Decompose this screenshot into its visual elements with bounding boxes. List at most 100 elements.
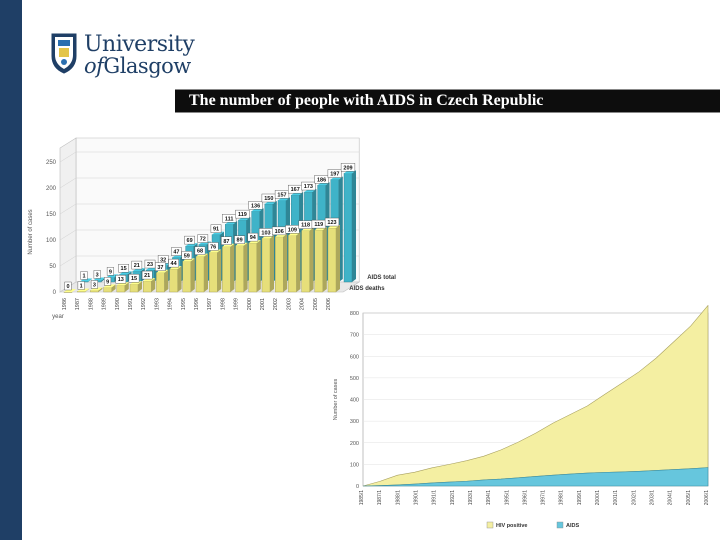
data-label-aids-deaths-box bbox=[247, 232, 259, 242]
data-label-aids-total-box bbox=[274, 190, 290, 199]
data-label-aids-deaths: 3 bbox=[93, 282, 96, 288]
bar-aids-deaths-side bbox=[98, 287, 103, 292]
data-label-aids-total-box bbox=[118, 263, 129, 273]
x-tick-label: 1987 bbox=[75, 298, 81, 310]
data-label-aids-total-box bbox=[340, 163, 356, 172]
x-tick-label: 2004/1 bbox=[668, 490, 674, 506]
y-tick-label: 0 bbox=[356, 484, 359, 490]
bar-aids-total-side bbox=[88, 278, 92, 282]
data-label-aids-deaths: 44 bbox=[171, 261, 178, 267]
legend-swatch-hiv bbox=[486, 521, 494, 529]
bar-aids-deaths bbox=[208, 252, 218, 293]
data-label-aids-deaths-box bbox=[155, 262, 166, 271]
data-label-aids-deaths: 106 bbox=[275, 229, 284, 235]
data-label-aids-deaths: 9 bbox=[106, 279, 109, 285]
data-label-aids-deaths: 37 bbox=[157, 265, 163, 271]
data-label-aids-total-box bbox=[144, 259, 156, 269]
bar-aids-deaths bbox=[248, 242, 258, 293]
data-label-aids-deaths: 13 bbox=[118, 277, 124, 283]
bar-aids-deaths-side bbox=[230, 243, 235, 292]
data-label-aids-deaths: 68 bbox=[197, 249, 203, 255]
x-tick-label: 1999 bbox=[234, 298, 240, 310]
data-label-aids-deaths-box bbox=[181, 251, 193, 260]
data-label-aids-total: 167 bbox=[291, 187, 300, 193]
x-tick-label: 1997/1 bbox=[541, 490, 547, 506]
x-tick-label: 1988 bbox=[88, 298, 94, 310]
x-tick-label: 2003/1 bbox=[650, 490, 656, 506]
data-label-aids-deaths: 1 bbox=[80, 283, 83, 289]
bar-aids-deaths bbox=[327, 227, 337, 293]
data-label-aids-total: 47 bbox=[173, 250, 179, 256]
y-tick-label: 400 bbox=[350, 398, 359, 404]
data-label-aids-total: 9 bbox=[109, 269, 112, 275]
data-label-aids-total: 150 bbox=[264, 196, 273, 202]
x-tick-label: 1996/1 bbox=[522, 490, 528, 506]
data-label-aids-deaths: 59 bbox=[184, 253, 190, 259]
bar-aids-deaths-side bbox=[204, 253, 208, 292]
bar-aids-deaths-side bbox=[85, 288, 90, 292]
gridline bbox=[59, 177, 360, 189]
series-label-aids-total: AIDS total bbox=[367, 275, 396, 281]
legend-label-hiv: HIV positive bbox=[496, 523, 527, 529]
y-axis-label: Number of cases bbox=[333, 378, 339, 420]
x-tick-label: 1988/1 bbox=[395, 490, 401, 506]
x-tick-label: 1994/1 bbox=[486, 490, 492, 506]
bar-aids-deaths-side bbox=[151, 278, 156, 292]
bar-aids-total bbox=[343, 173, 353, 283]
y-tick-label: 250 bbox=[46, 160, 57, 166]
data-label-aids-deaths: 119 bbox=[314, 222, 323, 228]
bar-aids-deaths bbox=[103, 287, 112, 293]
x-tick-label: 1999/1 bbox=[577, 490, 583, 506]
bar-aids-deaths bbox=[222, 246, 231, 293]
data-label-aids-total: 72 bbox=[200, 237, 206, 243]
data-label-aids-total: 119 bbox=[238, 212, 247, 218]
logo-line2: ofGlasgow bbox=[84, 54, 191, 78]
data-label-aids-deaths-box bbox=[234, 235, 245, 244]
bar-aids-deaths bbox=[195, 256, 205, 293]
data-label-aids-deaths: 123 bbox=[327, 220, 336, 226]
x-tick-label: 2005/1 bbox=[686, 490, 692, 506]
x-tick-label: 1992 bbox=[141, 298, 147, 310]
data-label-aids-total: 197 bbox=[330, 172, 339, 178]
bar-aids-deaths bbox=[90, 290, 99, 293]
x-tick-label: 1986 bbox=[62, 298, 68, 310]
data-label-aids-deaths: 0 bbox=[66, 284, 69, 290]
bar-aids-deaths-side bbox=[138, 281, 142, 292]
data-label-aids-total-box bbox=[184, 235, 195, 245]
bar-aids-deaths bbox=[129, 283, 139, 293]
x-tick-label: 1992/1 bbox=[450, 490, 456, 506]
data-label-aids-total: 23 bbox=[147, 262, 153, 268]
data-label-aids-deaths: 21 bbox=[144, 273, 150, 279]
data-label-aids-total-box bbox=[197, 234, 209, 243]
logo-line2-main: Glasgow bbox=[103, 54, 191, 78]
bar-aids-deaths-side bbox=[124, 282, 129, 292]
y-tick-label: 800 bbox=[350, 311, 359, 317]
data-label-aids-total: 32 bbox=[160, 257, 166, 263]
bar-aids-deaths-side bbox=[322, 227, 327, 292]
data-label-aids-deaths: 87 bbox=[223, 239, 229, 245]
y-tick-label: 600 bbox=[350, 354, 359, 360]
data-label-aids-total-box bbox=[171, 247, 182, 256]
data-label-aids-total-box bbox=[327, 169, 342, 178]
x-tick-label: 2006 bbox=[326, 298, 332, 310]
bar-aids-total-side bbox=[352, 170, 356, 282]
x-tick-label: 1991 bbox=[128, 298, 134, 310]
x-tick-label: 2004 bbox=[300, 298, 306, 310]
x-tick-label: 1993 bbox=[154, 298, 160, 310]
crest-icon bbox=[51, 33, 77, 74]
data-label-aids-total-box bbox=[131, 260, 143, 270]
y-tick-label: 100 bbox=[350, 462, 359, 468]
logo-line1: University bbox=[84, 32, 195, 57]
data-label-aids-total: 136 bbox=[251, 203, 260, 209]
x-tick-label: 1987/1 bbox=[377, 490, 383, 506]
x-tick-label: 2002 bbox=[273, 298, 279, 310]
data-label-aids-deaths: 118 bbox=[301, 223, 310, 229]
data-label-aids-deaths: 94 bbox=[250, 235, 257, 241]
bar-aids-deaths bbox=[235, 245, 244, 293]
bar-aids-deaths-side bbox=[296, 232, 301, 292]
x-tick-label: 2005 bbox=[313, 298, 319, 310]
y-tick-label: 300 bbox=[350, 419, 359, 425]
y-tick-label: 50 bbox=[49, 264, 56, 270]
bar-aids-deaths-side bbox=[336, 225, 340, 292]
gridline bbox=[59, 151, 360, 163]
